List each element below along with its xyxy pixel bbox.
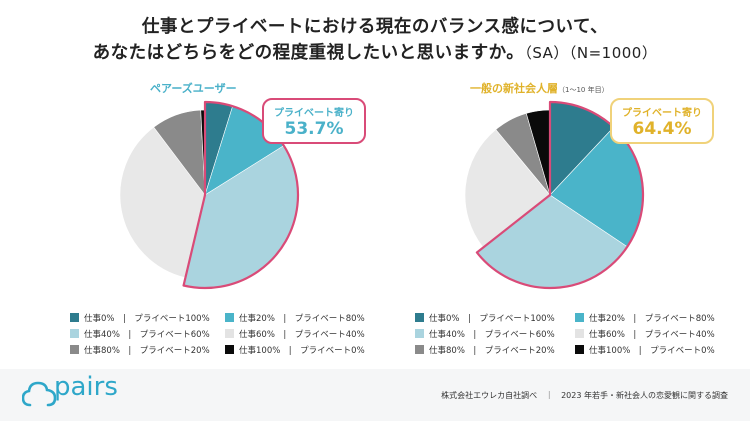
pairs-logo-icon — [22, 381, 56, 407]
legend-label: 仕事40% | プライベート60% — [84, 330, 210, 340]
legend-item: 仕事0% | プライベート100% — [70, 312, 210, 324]
legend-pairs: 仕事0% | プライベート100% 仕事20% | プライベート80% 仕事40% … — [70, 312, 370, 362]
legend-item: 仕事20% | プライベート80% — [575, 312, 715, 324]
legend-label: 仕事60% | プライベート40% — [239, 330, 365, 340]
highlight-callout-young: プライベート寄り 64.4% — [610, 98, 714, 144]
legend-item: 仕事40% | プライベート60% — [70, 328, 210, 340]
highlight-outline — [182, 100, 300, 290]
sample-note: （SA）（N=1000） — [524, 44, 658, 62]
legend-item: 仕事60% | プライベート40% — [575, 328, 715, 340]
legend-swatch — [70, 313, 79, 322]
legend-item: 仕事80% | プライベート20% — [70, 344, 210, 356]
highlight-callout-pairs: プライベート寄り 53.7% — [262, 98, 366, 144]
pie-slice-3 — [464, 129, 551, 248]
legend-item: 仕事20% | プライベート80% — [225, 312, 365, 324]
footer: pairs 株式会社エウレカ自社調べ ｜ 2023 年若手・新社会人の恋愛観に関… — [0, 369, 750, 421]
chart-title-line2: あなたはどちらをどの程度重視したいと思いますか。（SA）（N=1000） — [92, 43, 658, 63]
legend-swatch — [225, 345, 234, 354]
legend-swatch — [70, 345, 79, 354]
legend-item: 仕事60% | プライベート40% — [225, 328, 365, 340]
legend-label: 仕事0% | プライベート100% — [429, 314, 555, 324]
legend-item: 仕事0% | プライベート100% — [415, 312, 555, 324]
legend-swatch — [225, 329, 234, 338]
legend-swatch — [225, 313, 234, 322]
legend-label: 仕事100% | プライベート0% — [589, 346, 715, 356]
legend-swatch — [575, 345, 584, 354]
legend-label: 仕事0% | プライベート100% — [84, 314, 210, 324]
legend-swatch — [415, 345, 424, 354]
pie-title-young: 一般の新社会人層（1〜10 年目） — [470, 82, 609, 95]
legend-swatch — [575, 313, 584, 322]
footer-credit: 株式会社エウレカ自社調べ ｜ 2023 年若手・新社会人の恋愛観に関する調査 — [441, 391, 728, 400]
legend-swatch — [415, 313, 424, 322]
legend-label: 仕事60% | プライベート40% — [589, 330, 715, 340]
legend-item: 仕事80% | プライベート20% — [415, 344, 555, 356]
callout-label: プライベート寄り — [622, 108, 702, 119]
legend-label: 仕事100% | プライベート0% — [239, 346, 365, 356]
legend-swatch — [70, 329, 79, 338]
pie-subtitle-young: （1〜10 年目） — [558, 86, 609, 94]
callout-label: プライベート寄り — [274, 108, 354, 119]
legend-item: 仕事100% | プライベート0% — [575, 344, 715, 356]
legend-label: 仕事20% | プライベート80% — [589, 314, 715, 324]
legend-swatch — [575, 329, 584, 338]
pie-chart-pairs — [119, 100, 300, 290]
legend-young: 仕事0% | プライベート100% 仕事20% | プライベート80% 仕事40% … — [415, 312, 735, 362]
pairs-logo-text: pairs — [54, 372, 118, 402]
highlight-outline — [475, 100, 645, 290]
callout-value: 53.7% — [284, 119, 344, 139]
legend-label: 仕事80% | プライベート20% — [429, 346, 555, 356]
pie-title-pairs: ペアーズユーザー — [150, 82, 237, 95]
pie-chart-young — [464, 100, 645, 290]
chart-title-line1: 仕事とプライベートにおける現在のバランス感について、 — [141, 17, 609, 37]
legend-label: 仕事40% | プライベート60% — [429, 330, 555, 340]
legend-label: 仕事80% | プライベート20% — [84, 346, 210, 356]
pie-slice-3 — [119, 126, 206, 279]
legend-item: 仕事100% | プライベート0% — [225, 344, 365, 356]
legend-label: 仕事20% | プライベート80% — [239, 314, 365, 324]
legend-swatch — [415, 329, 424, 338]
callout-value: 64.4% — [632, 119, 692, 139]
legend-item: 仕事40% | プライベート60% — [415, 328, 555, 340]
